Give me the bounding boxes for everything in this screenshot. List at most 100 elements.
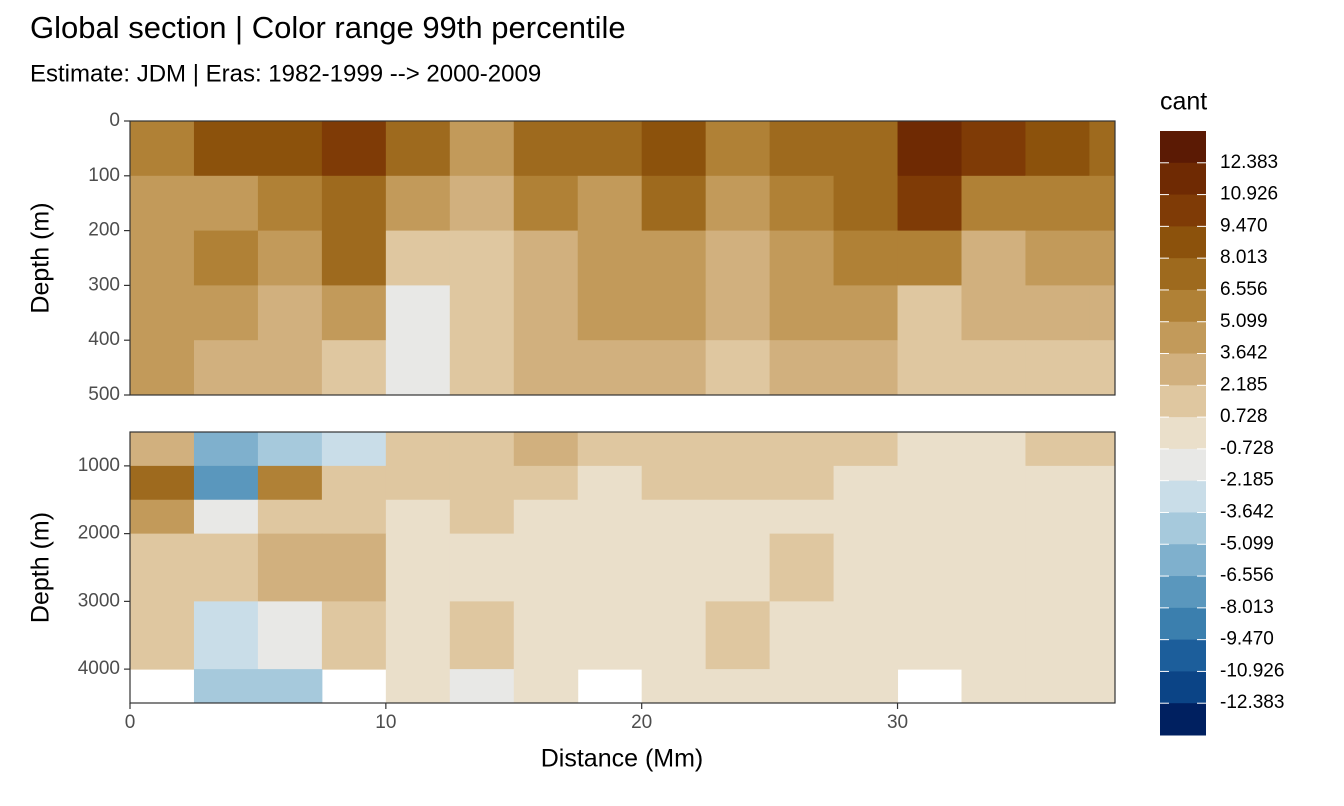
colorbar-swatch xyxy=(1160,480,1206,513)
colorbar-swatch xyxy=(1160,353,1206,386)
contour-cell xyxy=(513,465,579,501)
y-tick-label: 3000 xyxy=(78,590,120,611)
contour-cell xyxy=(897,121,962,177)
contour-cell xyxy=(577,601,643,670)
contour-cell xyxy=(641,175,707,232)
colorbar-tick-label: -6.556 xyxy=(1220,565,1274,586)
contour-cell xyxy=(961,432,1026,467)
contour-cell xyxy=(513,601,579,670)
colorbar-tick-label: -0.728 xyxy=(1220,438,1274,459)
contour-cell xyxy=(705,432,771,467)
contour-cell xyxy=(513,669,579,704)
contour-cell xyxy=(833,230,899,286)
contour-cell xyxy=(193,432,259,467)
contour-cell xyxy=(257,230,323,286)
contour-cell xyxy=(897,285,962,341)
contour-cell xyxy=(769,121,835,177)
colorbar-swatch xyxy=(1160,289,1206,323)
contour-cell xyxy=(385,175,451,232)
contour-cell xyxy=(769,465,835,501)
x-tick-label: 30 xyxy=(887,712,908,733)
colorbar-swatch xyxy=(1160,194,1206,227)
contour-cell xyxy=(641,499,707,535)
contour-cell xyxy=(769,499,835,535)
contour-cell xyxy=(513,285,579,341)
contour-cell xyxy=(1089,533,1116,602)
y-tick-label: 0 xyxy=(109,110,120,131)
contour-cell xyxy=(321,285,387,341)
contour-cell xyxy=(513,121,579,177)
contour-cell xyxy=(385,499,451,535)
contour-cell xyxy=(641,285,707,341)
contour-cell xyxy=(130,601,195,670)
colorbar-swatch xyxy=(1160,417,1206,450)
contour-cell xyxy=(513,230,579,286)
contour-cell xyxy=(321,432,387,467)
legend-title: cant xyxy=(1160,88,1207,116)
contour-cell xyxy=(385,230,451,286)
contour-cell xyxy=(769,285,835,341)
contour-cell xyxy=(769,175,835,232)
contour-cell xyxy=(897,340,962,396)
contour-cell xyxy=(961,465,1026,501)
contour-cell xyxy=(641,340,707,396)
contour-cell xyxy=(577,499,643,535)
contour-cell xyxy=(130,121,195,177)
colorbar-tick-label: -3.642 xyxy=(1220,501,1274,522)
colorbar-swatch xyxy=(1160,703,1206,736)
contour-cell xyxy=(449,121,515,177)
contour-cell xyxy=(193,601,259,670)
contour-cell xyxy=(833,499,899,535)
contour-cell xyxy=(513,432,579,467)
y-axis-label: Depth (m) xyxy=(27,512,55,623)
contour-cell xyxy=(833,285,899,341)
contour-cell xyxy=(1089,499,1116,535)
contour-cell xyxy=(130,340,195,396)
contour-cell xyxy=(385,340,451,396)
contour-cell xyxy=(385,601,451,670)
colorbar-tick-label: 3.642 xyxy=(1220,343,1268,364)
y-tick-label: 500 xyxy=(88,384,120,405)
y-tick-label: 400 xyxy=(88,329,120,350)
y-tick-label: 200 xyxy=(88,220,120,241)
contour-cell xyxy=(193,230,259,286)
colorbar-tick-label: 0.728 xyxy=(1220,406,1268,427)
contour-cell xyxy=(1025,669,1090,704)
contour-cell xyxy=(1089,285,1116,341)
contour-cell xyxy=(449,432,515,467)
contour-cell xyxy=(897,499,962,535)
contour-cell xyxy=(833,533,899,602)
contour-cell xyxy=(641,669,707,704)
contour-cell xyxy=(705,285,771,341)
chart-title: Global section | Color range 99th percen… xyxy=(30,10,626,45)
contour-cell xyxy=(769,669,835,704)
contour-cell xyxy=(769,601,835,670)
contour-cell xyxy=(193,340,259,396)
contour-cell xyxy=(130,533,195,602)
colorbar-swatch xyxy=(1160,131,1206,164)
contour-cell xyxy=(193,499,259,535)
contour-cell xyxy=(1025,121,1090,177)
contour-cell xyxy=(321,465,387,501)
colorbar-tick-label: 12.383 xyxy=(1220,152,1278,173)
contour-cell xyxy=(833,340,899,396)
contour-cell xyxy=(449,601,515,670)
contour-cell xyxy=(193,121,259,177)
contour-cell xyxy=(449,669,515,704)
contour-cell xyxy=(833,121,899,177)
contour-cell xyxy=(705,499,771,535)
contour-cell xyxy=(257,533,323,602)
y-tick-label: 2000 xyxy=(78,523,120,544)
contour-cell xyxy=(385,465,451,501)
colorbar-tick-label: -10.926 xyxy=(1220,660,1284,681)
contour-cell xyxy=(385,533,451,602)
contour-cell xyxy=(449,230,515,286)
colorbar-swatch xyxy=(1160,321,1206,355)
contour-cell xyxy=(1089,601,1116,670)
contour-cell xyxy=(257,285,323,341)
contour-cell xyxy=(961,340,1026,396)
contour-cell xyxy=(130,230,195,286)
contour-cell xyxy=(961,285,1026,341)
contour-cell xyxy=(257,601,323,670)
